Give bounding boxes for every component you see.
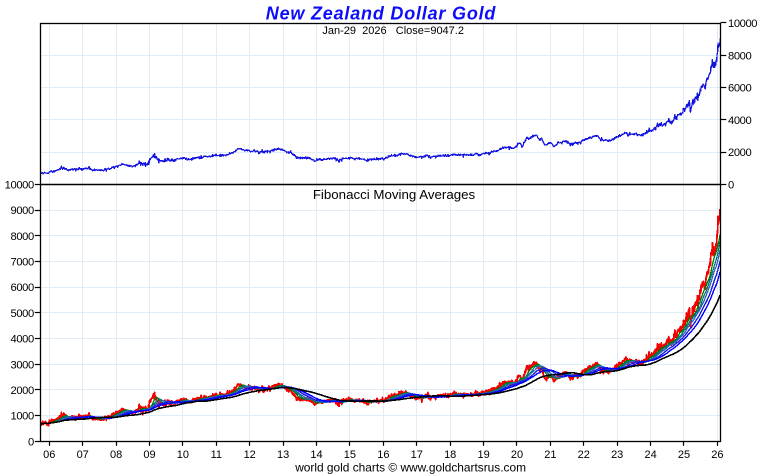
svg-text:10000: 10000 [5, 179, 34, 191]
svg-text:13: 13 [277, 449, 289, 461]
svg-text:Fibonacci Moving Averages: Fibonacci Moving Averages [313, 187, 476, 202]
svg-text:3000: 3000 [11, 359, 34, 371]
svg-text:19: 19 [477, 449, 489, 461]
svg-text:07: 07 [77, 449, 89, 461]
svg-text:15: 15 [344, 449, 356, 461]
svg-text:1000: 1000 [11, 411, 34, 423]
svg-text:12: 12 [244, 449, 256, 461]
svg-text:14: 14 [310, 449, 322, 461]
svg-text:11: 11 [211, 449, 222, 461]
svg-text:20: 20 [511, 449, 523, 461]
svg-text:21: 21 [544, 449, 556, 461]
svg-text:26: 26 [711, 449, 723, 461]
svg-text:0: 0 [728, 179, 734, 191]
svg-text:8000: 8000 [728, 50, 751, 62]
svg-text:09: 09 [143, 449, 155, 461]
svg-text:25: 25 [678, 449, 690, 461]
svg-text:7000: 7000 [11, 257, 34, 269]
svg-text:2000: 2000 [728, 147, 751, 159]
svg-text:08: 08 [110, 449, 122, 461]
svg-text:9000: 9000 [11, 205, 34, 217]
svg-text:4000: 4000 [11, 334, 34, 346]
svg-text:06: 06 [43, 449, 55, 461]
svg-text:6000: 6000 [11, 282, 34, 294]
svg-text:0: 0 [28, 436, 34, 448]
svg-text:10: 10 [177, 449, 189, 461]
svg-text:17: 17 [411, 449, 423, 461]
svg-text:6000: 6000 [728, 83, 751, 95]
svg-text:Jan-29 2026 Close=9047.2: Jan-29 2026 Close=9047.2 [322, 25, 464, 37]
svg-text:4000: 4000 [728, 115, 751, 127]
svg-text:16: 16 [377, 449, 389, 461]
svg-text:10000: 10000 [728, 18, 757, 30]
svg-text:24: 24 [644, 449, 656, 461]
svg-text:22: 22 [578, 449, 590, 461]
svg-text:2000: 2000 [11, 385, 34, 397]
svg-text:8000: 8000 [11, 231, 34, 243]
svg-text:world gold charts © www.goldch: world gold charts © www.goldchartsrus.co… [294, 460, 526, 474]
svg-text:New Zealand Dollar Gold: New Zealand Dollar Gold [266, 4, 497, 24]
svg-text:18: 18 [444, 449, 456, 461]
svg-text:5000: 5000 [11, 308, 34, 320]
svg-text:23: 23 [611, 449, 623, 461]
